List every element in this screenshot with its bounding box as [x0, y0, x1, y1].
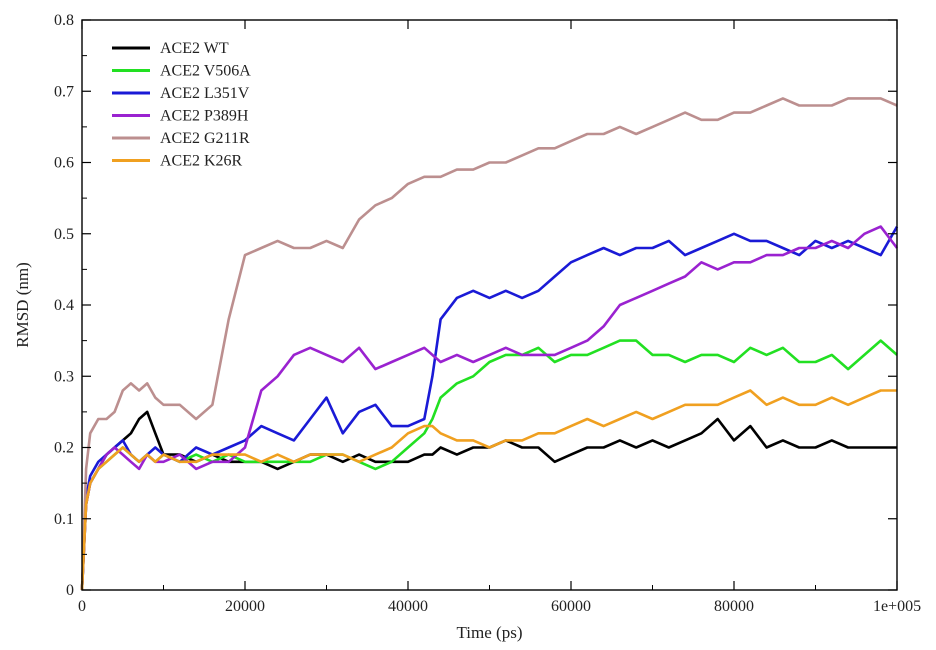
legend-label-4: ACE2 P389H: [160, 108, 249, 125]
legend-label-2: ACE2 V506A: [160, 63, 251, 80]
x-tick-label: 60000: [551, 598, 591, 615]
legend-label-5: ACE2 G211R: [160, 130, 250, 147]
y-tick-label: 0.1: [54, 511, 74, 528]
series-line-5: [80, 97, 898, 591]
y-axis-title: RMSD (nm): [13, 262, 32, 347]
x-axis-title: Time (ps): [457, 623, 523, 642]
y-tick-label: 0.5: [54, 226, 74, 243]
series-line-1: [80, 410, 897, 591]
x-tick-label: 0: [78, 598, 86, 615]
legend: ACE2 WT ACE2 V506A ACE2 L351V ACE2 P389H ACE…: [112, 40, 251, 170]
plot-area: [80, 97, 899, 591]
legend-label-3: ACE2 L351V: [160, 85, 250, 102]
axes: 0 20000 40000 60000 80000 1e+005 0 0.1 0.2 0.3 0.4…: [54, 12, 921, 615]
y-tick-label: 0.3: [54, 368, 74, 385]
y-tick-label: 0.6: [54, 155, 74, 172]
legend-label-1: ACE2 WT: [160, 40, 229, 57]
y-tick-label: 0.8: [54, 12, 74, 29]
legend-label-6: ACE2 K26R: [160, 153, 243, 170]
series-line-3: [80, 225, 899, 591]
plot-frame: [81, 19, 898, 591]
x-tick-label: 20000: [225, 598, 265, 615]
x-tick-label: 40000: [388, 598, 428, 615]
series-line-4: [80, 225, 899, 591]
y-tick-label: 0: [66, 582, 74, 599]
x-tick-label: 80000: [714, 598, 754, 615]
series-line-6: [80, 389, 897, 591]
y-tick-label: 0.4: [54, 297, 74, 314]
y-tick-label: 0.2: [54, 440, 74, 457]
y-tick-label: 0.7: [54, 83, 74, 100]
x-tick-label: 1e+005: [873, 598, 921, 615]
